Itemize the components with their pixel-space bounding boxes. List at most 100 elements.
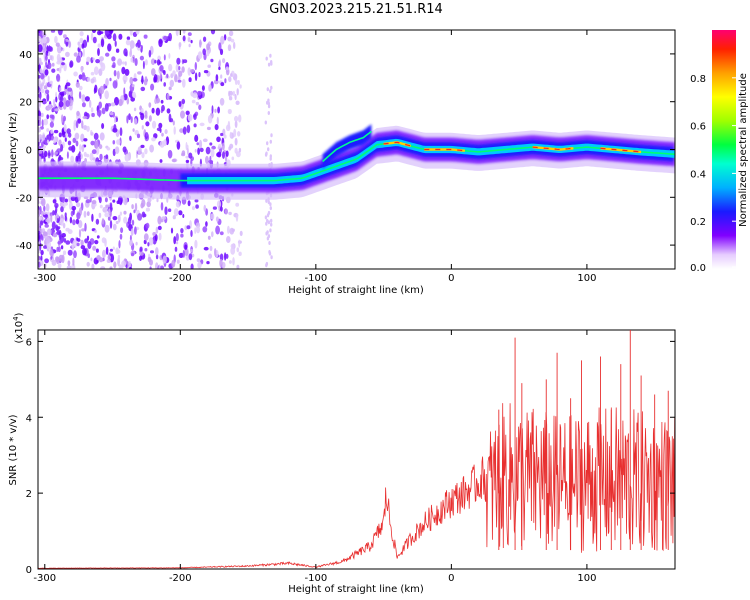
noise-blob bbox=[143, 233, 149, 241]
noise-blob bbox=[104, 212, 110, 218]
svg-text:(x104): (x104) bbox=[12, 312, 25, 343]
noise-blob bbox=[87, 77, 91, 82]
noise-blob bbox=[63, 124, 67, 132]
noise-blob bbox=[104, 224, 110, 233]
y-tick-label: 6 bbox=[26, 337, 32, 348]
noise-blob bbox=[206, 261, 210, 265]
noise-blob bbox=[267, 104, 271, 109]
x-tick-label: -100 bbox=[304, 573, 327, 584]
noise-blob bbox=[130, 228, 134, 236]
noise-blob bbox=[114, 146, 120, 154]
noise-blob bbox=[144, 114, 148, 119]
noise-blob bbox=[54, 151, 58, 155]
noise-blob bbox=[188, 152, 193, 159]
noise-blob bbox=[99, 56, 104, 62]
noise-blob bbox=[235, 100, 240, 106]
noise-blob bbox=[195, 225, 201, 234]
noise-blob bbox=[98, 212, 102, 218]
noise-blob bbox=[175, 233, 179, 242]
heatmap-ridge bbox=[38, 124, 675, 200]
noise-blob bbox=[73, 250, 77, 259]
noise-blob bbox=[131, 91, 136, 98]
noise-blob bbox=[62, 47, 65, 52]
heatmap-y-label: Frequency (Hz) bbox=[8, 112, 19, 188]
noise-blob bbox=[158, 38, 163, 48]
noise-blob bbox=[107, 255, 112, 260]
noise-blob bbox=[266, 87, 269, 92]
noise-blob bbox=[267, 111, 270, 115]
noise-blob bbox=[100, 62, 106, 72]
noise-blob bbox=[119, 233, 123, 240]
noise-blob bbox=[194, 227, 197, 235]
noise-blob bbox=[42, 45, 47, 54]
noise-blob bbox=[109, 248, 113, 252]
noise-blob bbox=[90, 140, 95, 146]
noise-blob bbox=[164, 129, 168, 135]
noise-blob bbox=[69, 61, 73, 68]
noise-blob bbox=[60, 245, 64, 250]
noise-blob bbox=[176, 241, 179, 245]
noise-blob bbox=[68, 94, 71, 101]
noise-blob bbox=[193, 114, 196, 118]
noise-blob bbox=[38, 150, 43, 154]
noise-blob bbox=[96, 235, 100, 239]
noise-blob bbox=[75, 155, 79, 164]
noise-blob bbox=[218, 66, 221, 71]
noise-blob bbox=[168, 53, 171, 59]
heatmap-noise bbox=[38, 30, 273, 269]
noise-blob bbox=[268, 250, 271, 254]
noise-blob bbox=[153, 74, 158, 83]
noise-blob bbox=[58, 132, 62, 138]
noise-blob bbox=[192, 92, 198, 99]
noise-blob bbox=[44, 150, 48, 158]
noise-blob bbox=[50, 256, 53, 260]
noise-blob bbox=[117, 195, 123, 205]
ridge-hot-red bbox=[383, 141, 411, 147]
noise-blob bbox=[38, 233, 41, 242]
noise-blob bbox=[61, 114, 64, 123]
noise-blob bbox=[191, 206, 195, 211]
noise-blob bbox=[126, 97, 130, 105]
noise-blob bbox=[105, 204, 109, 208]
noise-blob bbox=[91, 263, 95, 269]
noise-blob bbox=[56, 226, 60, 232]
noise-blob bbox=[53, 138, 57, 144]
noise-blob bbox=[208, 160, 214, 164]
noise-blob bbox=[157, 225, 162, 231]
noise-blob bbox=[140, 112, 145, 121]
noise-blob bbox=[67, 140, 72, 146]
noise-blob bbox=[227, 108, 232, 115]
noise-blob bbox=[184, 244, 188, 250]
noise-blob bbox=[236, 247, 240, 253]
noise-blob bbox=[114, 96, 119, 106]
noise-blob bbox=[221, 142, 225, 151]
noise-blob bbox=[151, 68, 156, 76]
noise-blob bbox=[128, 113, 131, 121]
noise-blob bbox=[180, 110, 185, 119]
noise-blob bbox=[227, 36, 232, 42]
noise-blob bbox=[194, 134, 199, 142]
noise-blob bbox=[139, 246, 143, 252]
noise-blob bbox=[185, 110, 190, 116]
noise-blob bbox=[80, 66, 84, 73]
noise-blob bbox=[38, 80, 42, 85]
noise-blob bbox=[267, 200, 270, 205]
noise-blob bbox=[197, 147, 201, 155]
noise-blob bbox=[47, 46, 53, 52]
noise-blob bbox=[66, 151, 69, 159]
noise-blob bbox=[155, 247, 159, 256]
noise-blob bbox=[163, 82, 166, 87]
noise-blob bbox=[54, 35, 58, 44]
noise-blob bbox=[236, 264, 240, 269]
noise-blob bbox=[229, 131, 232, 139]
noise-blob bbox=[182, 35, 186, 42]
noise-blob bbox=[151, 107, 155, 114]
colorbar-tick-label: 0.2 bbox=[690, 217, 706, 228]
noise-blob bbox=[112, 33, 117, 42]
noise-blob bbox=[172, 120, 175, 126]
noise-blob bbox=[55, 42, 60, 47]
colorbar-tick-label: 0.4 bbox=[690, 169, 706, 180]
noise-blob bbox=[217, 106, 221, 114]
noise-blob bbox=[72, 257, 75, 266]
noise-blob bbox=[190, 230, 193, 237]
